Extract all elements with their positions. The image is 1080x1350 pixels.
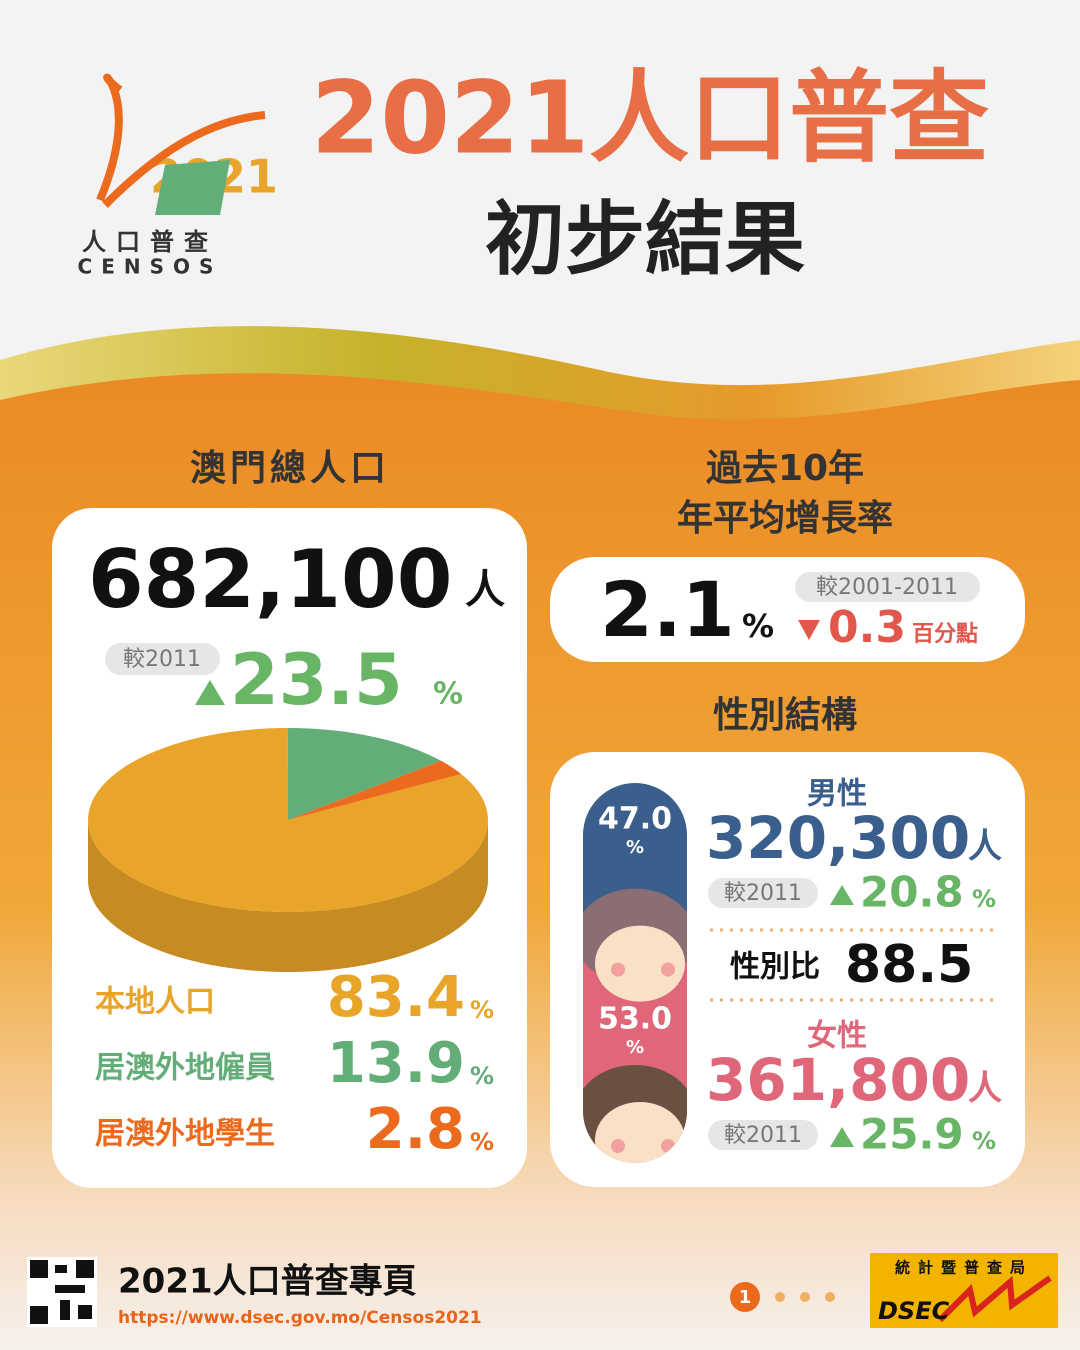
share-unit: % bbox=[626, 1037, 644, 1058]
agency: DSEC bbox=[878, 1297, 950, 1325]
gender-change-unit: % bbox=[972, 885, 996, 913]
legend-unit: % bbox=[470, 996, 494, 1024]
compare-pill bbox=[708, 878, 818, 908]
pie-slice bbox=[288, 760, 462, 820]
growth-unit: % bbox=[742, 607, 774, 645]
compare-pill bbox=[708, 1120, 818, 1150]
share-unit: % bbox=[626, 837, 644, 858]
pie-shade bbox=[88, 820, 488, 972]
compare-label: 較2011 bbox=[123, 647, 201, 672]
ratio-value: 88.5 bbox=[845, 935, 973, 995]
subtitle: 初步結果 bbox=[485, 193, 805, 286]
gender-count: 320,300 bbox=[706, 804, 970, 872]
legend-value: 2.8 bbox=[366, 1097, 465, 1162]
gender-bar bbox=[583, 783, 687, 1163]
growth-value: 2.1 bbox=[600, 565, 735, 654]
footer-title: 2021人口普查專頁 bbox=[118, 1262, 417, 1302]
gender-heading: 性別結構 bbox=[713, 695, 857, 736]
gender-change: 20.8 bbox=[860, 868, 964, 917]
gender-change: 25.9 bbox=[860, 1110, 964, 1159]
population-total: 682,100 bbox=[88, 533, 452, 626]
compare-pill bbox=[795, 572, 980, 602]
growth-change-unit: 百分點 bbox=[912, 622, 978, 647]
capsule-fill bbox=[583, 783, 687, 1163]
ratio-label: 性別比 bbox=[730, 950, 820, 985]
page-indicator bbox=[730, 1282, 760, 1312]
face-cheek bbox=[661, 962, 675, 977]
share-label: 47.0 bbox=[598, 802, 672, 837]
page-dot bbox=[825, 1292, 835, 1302]
population-change: 23.5 bbox=[230, 639, 403, 721]
growth-change: 0.3 bbox=[828, 602, 906, 653]
gender-change-unit: % bbox=[972, 1127, 996, 1155]
pie bbox=[87, 728, 488, 972]
title: 2021人口普查 bbox=[311, 59, 989, 176]
growth-heading: 過去10年 bbox=[706, 448, 864, 489]
legend-label: 本地人口 bbox=[95, 985, 215, 1020]
population-change-unit: % bbox=[433, 677, 463, 712]
logo-swoosh bbox=[96, 73, 266, 208]
up-arrow bbox=[195, 680, 225, 705]
up-arrow bbox=[830, 1127, 854, 1147]
gender-unit: 人 bbox=[968, 1069, 1002, 1109]
logo-name: 人口普查 bbox=[82, 228, 218, 256]
logo-latin: CENSOS bbox=[78, 255, 223, 279]
compare-label: 較2011 bbox=[724, 1123, 802, 1148]
agency-zigzag bbox=[937, 1275, 1052, 1323]
pie-slice bbox=[287, 728, 442, 820]
population-unit: 人 bbox=[465, 567, 505, 613]
legend-unit: % bbox=[470, 1128, 494, 1156]
agency-cn: 統計暨普查局 bbox=[895, 1259, 1033, 1277]
legend-value: 83.4 bbox=[327, 965, 465, 1030]
gender-label: 女性 bbox=[807, 1019, 867, 1054]
legend-value: 13.9 bbox=[327, 1031, 465, 1096]
gender-count: 361,800 bbox=[706, 1046, 970, 1114]
share-label: 53.0 bbox=[598, 1002, 672, 1037]
legend: 本地人口 83.4 % 居澳外地僱員 13.9 % 居澳外地學生 2.8% bbox=[95, 965, 494, 1162]
up-arrow bbox=[830, 885, 854, 905]
agency-logo bbox=[870, 1253, 1058, 1328]
page-dot bbox=[800, 1292, 810, 1302]
page-number: 1 bbox=[739, 1287, 752, 1308]
face bbox=[595, 925, 685, 1002]
gender-unit: 人 bbox=[968, 827, 1002, 867]
legend-label: 居澳外地僱員 bbox=[95, 1051, 275, 1086]
compare-label: 較2001-2011 bbox=[816, 575, 958, 600]
compare-label: 較2011 bbox=[724, 881, 802, 906]
face-cheek bbox=[611, 962, 625, 977]
logo-box bbox=[155, 160, 230, 215]
gender-label: 男性 bbox=[807, 777, 867, 812]
population-heading: 澳門總人口 bbox=[190, 448, 390, 489]
face-cheek bbox=[611, 1139, 625, 1153]
page-dot bbox=[775, 1292, 785, 1302]
growth-heading: 年平均增長率 bbox=[677, 498, 893, 539]
pie-side bbox=[88, 820, 488, 972]
down-arrow bbox=[798, 620, 820, 640]
qr-code bbox=[27, 1257, 97, 1327]
legend-label: 居澳外地學生 bbox=[95, 1117, 275, 1152]
legend-unit: % bbox=[470, 1062, 494, 1090]
compare-pill bbox=[105, 643, 220, 675]
footer-url: https://www.dsec.gov.mo/Censos2021 bbox=[118, 1308, 482, 1328]
